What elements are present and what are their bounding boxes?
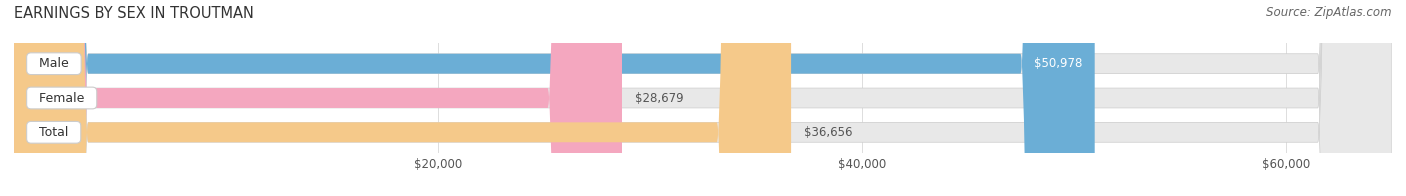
Text: Total: Total	[31, 126, 76, 139]
Text: Female: Female	[31, 92, 93, 104]
Text: Male: Male	[31, 57, 77, 70]
Text: Source: ZipAtlas.com: Source: ZipAtlas.com	[1267, 6, 1392, 19]
FancyBboxPatch shape	[14, 0, 1392, 196]
FancyBboxPatch shape	[14, 0, 1095, 196]
FancyBboxPatch shape	[14, 0, 1392, 196]
Text: $36,656: $36,656	[804, 126, 852, 139]
Text: EARNINGS BY SEX IN TROUTMAN: EARNINGS BY SEX IN TROUTMAN	[14, 6, 254, 21]
FancyBboxPatch shape	[14, 0, 1392, 196]
FancyBboxPatch shape	[14, 0, 621, 196]
FancyBboxPatch shape	[14, 0, 792, 196]
Text: $50,978: $50,978	[1033, 57, 1083, 70]
Text: $28,679: $28,679	[634, 92, 683, 104]
